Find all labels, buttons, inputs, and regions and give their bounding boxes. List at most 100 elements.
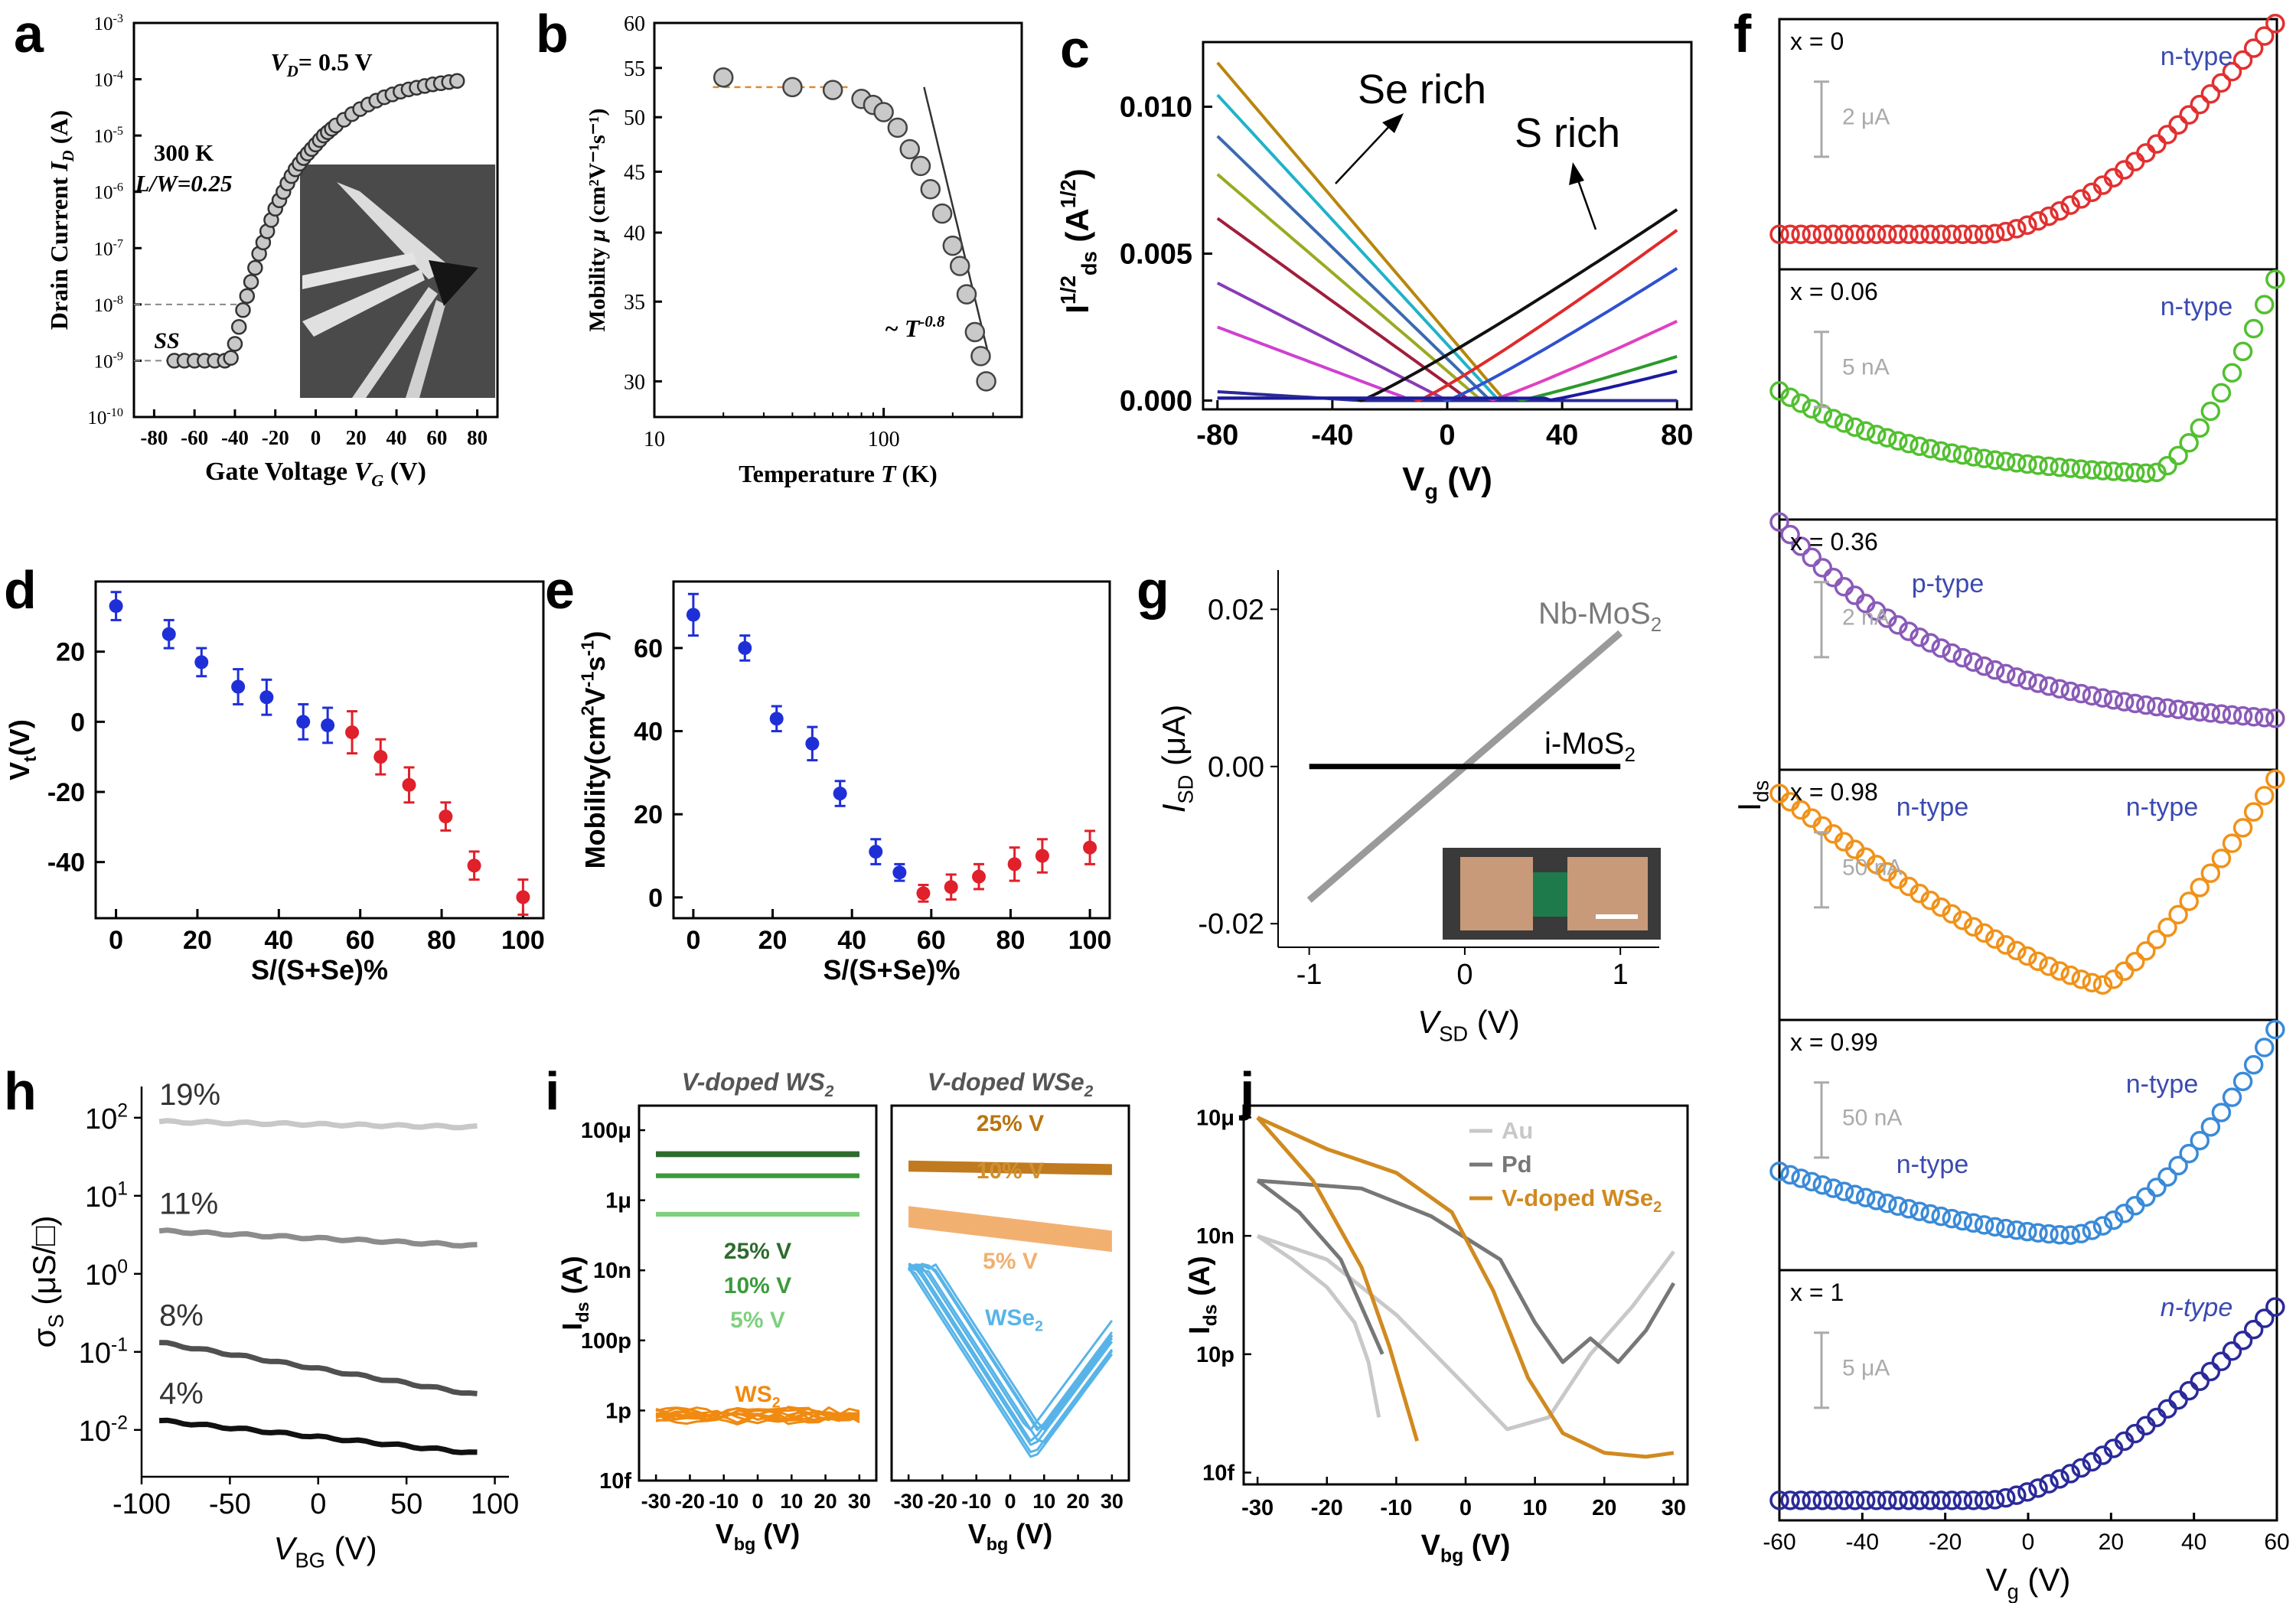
data-point: [1855, 1188, 1876, 1207]
data-point: [869, 845, 883, 859]
y-axis-title: Ids​ (A): [556, 1256, 592, 1330]
transfer-curve: [908, 1217, 1113, 1244]
data-point: [2039, 1223, 2059, 1244]
data-point: [2179, 700, 2199, 721]
data-point: [2222, 61, 2242, 82]
x-tick-label: -20: [262, 426, 289, 449]
data-point: [2232, 1331, 2253, 1350]
data-point: [2017, 454, 2037, 474]
x-tick-label: 0: [311, 426, 321, 449]
data-point: [2211, 1351, 2232, 1372]
y-tick-label: 10-4​: [93, 68, 123, 91]
x-tick-label: 0: [1456, 959, 1473, 991]
transfer-curve: [908, 1223, 1113, 1250]
data-point: [1834, 413, 1854, 433]
transfer-curve: [908, 1210, 1113, 1237]
wse2-label: WSe2​: [985, 1305, 1043, 1335]
data-point: [976, 371, 996, 392]
data-point: [2092, 1216, 2113, 1236]
x-tick-label: -20: [1311, 1496, 1343, 1520]
data-point: [1780, 387, 1800, 408]
x-tick-label: 40: [2181, 1530, 2206, 1555]
x-tick-label: 30: [1101, 1490, 1124, 1513]
data-point: [1952, 1491, 1973, 1510]
data-point: [2147, 696, 2167, 717]
panel-letter-i: i: [545, 1061, 559, 1121]
data-point: [2114, 692, 2135, 712]
conductivity-curve: [158, 1118, 478, 1131]
doping-level-label: 11%: [159, 1188, 218, 1221]
lw-annotation: L/W=0.25: [134, 170, 232, 197]
x-tick-label: 0: [2022, 1530, 2035, 1555]
data-point: [1910, 436, 1929, 456]
y-axis-title: Mobility μ (cm²V⁻¹s⁻¹): [585, 109, 610, 332]
x-tick-label: -10: [1380, 1496, 1412, 1520]
y-tick-label: 100μ: [581, 1119, 631, 1143]
data-point: [1974, 224, 1994, 244]
data-point: [2222, 1341, 2242, 1361]
data-point: [2255, 26, 2275, 46]
data-point: [1802, 224, 1821, 244]
data-point: [2168, 1390, 2188, 1410]
y-tick-label: 55: [624, 57, 645, 81]
data-point: [2082, 1451, 2102, 1472]
data-point: [2039, 1474, 2059, 1494]
i-mos2-label: i-MoS2​: [1544, 727, 1636, 766]
panel-letter-d: d: [4, 560, 37, 620]
y-tick-label: 10n: [1196, 1224, 1234, 1249]
data-point: [2082, 460, 2102, 480]
data-point: [2200, 401, 2221, 422]
data-point: [2265, 1019, 2285, 1040]
ws2-label: WS2​: [735, 1382, 780, 1412]
inset-flake: [429, 260, 478, 306]
v-doped-wse2-curve: [1256, 1116, 1419, 1442]
data-point: [1942, 904, 1962, 924]
data-point: [1974, 923, 1994, 943]
data-point: [1910, 1491, 1929, 1510]
data-point: [2211, 73, 2232, 93]
doping-label: 10% V: [977, 1158, 1044, 1184]
data-point: [2243, 1054, 2264, 1075]
x-tick-label: -50: [209, 1488, 251, 1520]
data-point: [1855, 224, 1876, 244]
x-axis-title: Temperature T (K): [739, 460, 938, 487]
data-point: [1963, 1491, 1984, 1510]
data-point: [2017, 670, 2037, 690]
transfer-curve: [908, 1169, 1112, 1175]
data-point: [2071, 1458, 2092, 1478]
data-point: [949, 256, 970, 276]
data-point: [1888, 615, 1908, 635]
doping-label: 25% V: [724, 1239, 791, 1264]
doping-subpanel: -30-20-10 0 10 20 30 V-doped WS2​ 25% V 10% V 5%…: [581, 1068, 878, 1513]
y-axis-title: Drain Current ID​ (A): [45, 110, 77, 330]
data-point: [2255, 1308, 2275, 1328]
data-point: [1942, 224, 1962, 244]
transfer-curve: [908, 1212, 1113, 1240]
data-point: [2103, 461, 2124, 481]
data-point: [1867, 1191, 1887, 1210]
doping-level-label: 8%: [159, 1299, 204, 1333]
data-point: [2060, 681, 2080, 702]
annotation-arrowhead: [1569, 162, 1584, 185]
y-tick-label: 40: [634, 718, 663, 747]
data-point: [2157, 1167, 2177, 1187]
data-point: [2136, 463, 2156, 484]
y-tick-label: 10f: [1202, 1461, 1234, 1486]
data-point: [1867, 1491, 1887, 1510]
data-point: [1952, 1210, 1973, 1231]
x-tick-label: -20: [1929, 1530, 1962, 1555]
data-point: [1855, 1491, 1876, 1510]
data-point: [2157, 1399, 2177, 1419]
data-point: [2007, 219, 2027, 239]
data-point: [2050, 200, 2069, 221]
data-point: [1899, 621, 1919, 641]
data-point: [2255, 295, 2275, 314]
data-point: [296, 715, 311, 729]
data-point: [1888, 1196, 1908, 1217]
data-point: [782, 77, 803, 98]
y-axis-title: Ids​: [1731, 780, 1773, 812]
y-tick-label: 10-7​: [93, 236, 123, 259]
data-point: [2050, 679, 2069, 699]
data-point: [2265, 269, 2285, 289]
data-point: [1996, 935, 2016, 955]
